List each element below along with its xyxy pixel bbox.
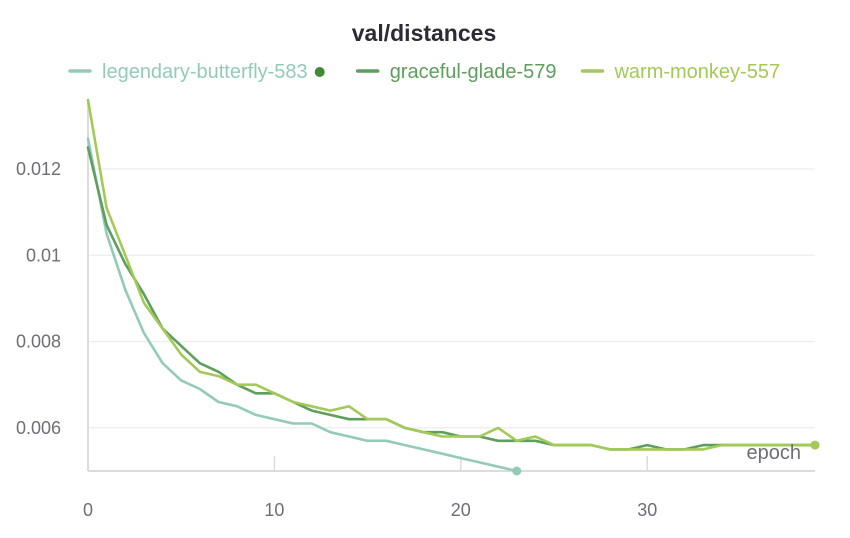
x-tick-label: 20: [451, 500, 471, 520]
x-tick-label: 30: [637, 500, 657, 520]
series-end-marker-warm-monkey-557: [810, 440, 820, 450]
y-tick-label: 0.01: [26, 245, 61, 265]
series-line-warm-monkey-557: [86, 98, 817, 451]
legend-active-dot: [314, 67, 325, 77]
axes: [87, 100, 815, 472]
x-tick-label: 0: [83, 500, 93, 520]
x-axis-ticks: 0 10 20 30: [83, 456, 657, 520]
gridlines: [88, 168, 815, 429]
legend-label-warm-monkey-557[interactable]: warm-monkey-557: [613, 61, 780, 83]
y-tick-label: 0.012: [16, 159, 61, 179]
chart-title: val/distances: [352, 20, 496, 46]
legend-label-graceful-glade-579[interactable]: graceful-glade-579: [390, 61, 557, 83]
x-axis-label: epoch: [747, 442, 802, 464]
y-tick-label: 0.006: [16, 418, 61, 438]
legend: legendary-butterfly-583 graceful-glade-57…: [68, 61, 780, 83]
series-line-graceful-glade-579: [86, 146, 817, 451]
series-end-marker-legendary-butterfly-583: [512, 466, 522, 476]
x-tick-label: 10: [264, 500, 284, 520]
y-tick-label: 0.008: [16, 332, 61, 352]
series-lines: [86, 98, 820, 476]
series-line-legendary-butterfly-583: [86, 137, 519, 473]
y-axis-ticks: 0.006 0.008 0.01 0.012: [16, 159, 61, 438]
legend-label-legendary-butterfly-583[interactable]: legendary-butterfly-583: [102, 61, 308, 83]
